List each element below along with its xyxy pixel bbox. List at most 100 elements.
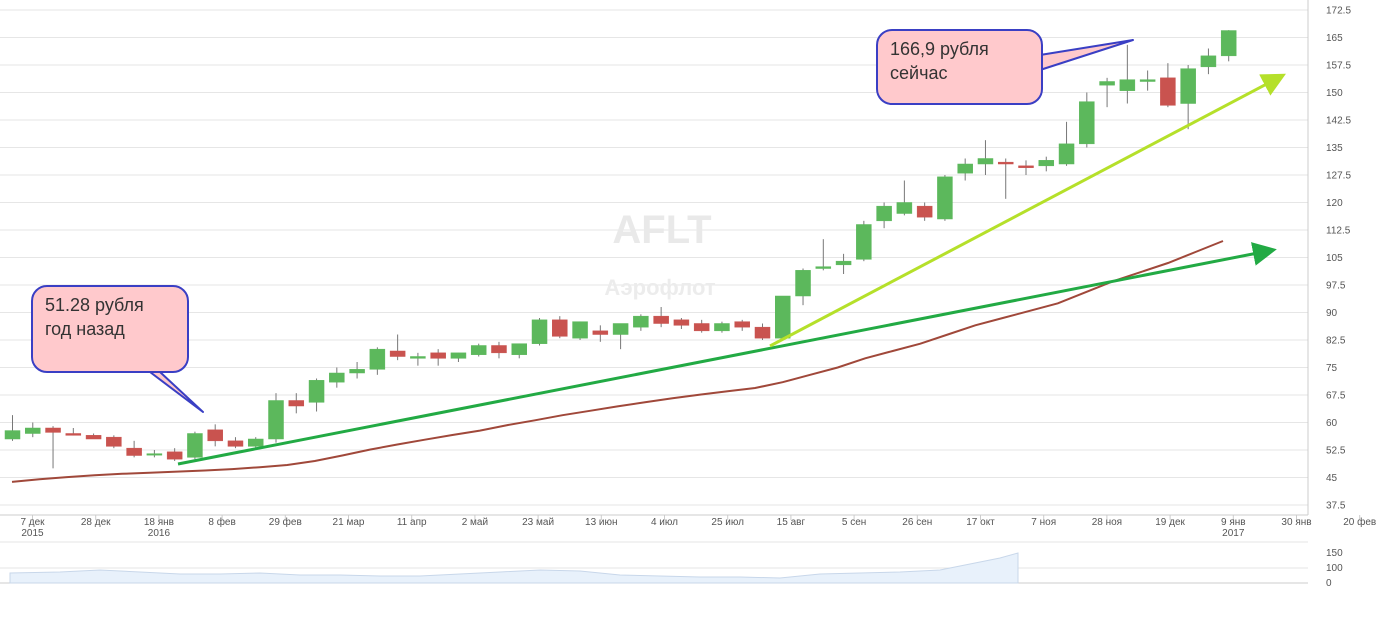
candle <box>25 422 41 438</box>
candle <box>775 295 791 340</box>
navigator-y-label: 150 <box>1326 548 1343 559</box>
candle <box>126 440 142 458</box>
candle-body <box>45 427 61 433</box>
candle-body <box>389 350 406 357</box>
trend-line-lime <box>769 73 1286 348</box>
candle-body <box>1079 101 1095 145</box>
candle-body <box>227 440 244 447</box>
candle-body <box>65 433 82 436</box>
candle <box>1180 65 1196 130</box>
candle-body <box>1119 79 1136 91</box>
candle-body <box>166 451 183 460</box>
y-tick-label: 45 <box>1326 473 1338 484</box>
candle-body <box>369 348 386 370</box>
candle-body <box>207 429 223 442</box>
candle <box>1220 30 1237 62</box>
x-tick-label: 30 янв <box>1281 517 1311 528</box>
candle <box>450 352 467 362</box>
candle <box>653 307 669 328</box>
y-tick-label: 112.5 <box>1326 226 1351 237</box>
grid-lines <box>0 0 1309 515</box>
candle-body <box>876 205 892 222</box>
candle-body <box>146 453 163 456</box>
candle-body <box>1180 68 1196 104</box>
callout-year-ago-line1: 51.28 рубля <box>45 295 144 315</box>
candle-body <box>85 435 102 440</box>
candle <box>552 316 568 339</box>
candle-body <box>491 345 507 354</box>
candle <box>997 158 1014 199</box>
x-tick-label: 25 июл <box>711 517 744 528</box>
y-tick-label: 52.5 <box>1326 446 1346 457</box>
callout-year-ago: 51.28 рубля год назад <box>31 285 189 373</box>
y-tick-label: 67.5 <box>1326 391 1346 402</box>
x-tick-label: 7 ноя <box>1031 517 1056 528</box>
candle-body <box>1038 160 1055 167</box>
candle <box>876 202 892 229</box>
candle <box>673 318 690 329</box>
y-tick-label: 60 <box>1326 418 1338 429</box>
candle-body <box>775 295 791 339</box>
x-tick-year: 2015 <box>21 528 44 539</box>
candle <box>227 437 244 449</box>
x-tick-year: 2016 <box>148 528 171 539</box>
candle <box>734 319 750 331</box>
x-tick-label: 13 июн <box>585 517 618 528</box>
candle <box>410 352 426 366</box>
candle-body <box>937 176 953 220</box>
candle <box>288 393 305 414</box>
y-tick-label: 157.5 <box>1326 61 1351 72</box>
candle-body <box>592 330 609 335</box>
candle <box>1200 48 1217 75</box>
candle-body <box>511 343 527 355</box>
y-tick-label: 75 <box>1326 363 1338 374</box>
candle-body <box>1058 143 1075 165</box>
x-tick-label: 20 фев <box>1343 516 1376 528</box>
candle <box>1079 92 1095 148</box>
candle-body <box>126 447 142 456</box>
candle-body <box>734 321 750 328</box>
candle <box>1119 44 1136 104</box>
candle-body <box>673 319 690 326</box>
candle <box>430 349 446 366</box>
navigator[interactable]: 150 100 0 <box>0 541 1343 589</box>
watermark-ticker: AFLT <box>612 208 711 252</box>
candle-body <box>187 433 203 458</box>
candle-body <box>531 319 548 344</box>
candle-body <box>247 438 264 447</box>
x-tick-label: 28 ноя <box>1092 517 1122 528</box>
watermark-company: Аэрофлот <box>604 275 715 300</box>
candle-body <box>1018 165 1034 168</box>
candle <box>835 253 852 274</box>
candle <box>1038 156 1055 172</box>
candle-body <box>815 266 832 269</box>
candle <box>572 321 588 340</box>
x-tick-label: 8 фев <box>208 516 235 528</box>
candle <box>85 433 102 440</box>
candle <box>308 378 325 412</box>
candle <box>470 343 487 357</box>
candle-body <box>835 260 852 266</box>
candle-body <box>430 352 446 359</box>
candles-layer <box>4 30 1237 469</box>
candle-body <box>633 315 649 328</box>
callout-now-line2: сейчас <box>890 63 948 83</box>
navigator-y-label: 0 <box>1326 578 1332 589</box>
candle <box>856 220 872 262</box>
y-tick-label: 37.5 <box>1326 501 1346 512</box>
candle <box>795 268 811 306</box>
x-tick-label: 29 фев <box>269 516 302 528</box>
candle-body <box>754 326 771 339</box>
y-tick-label: 165 <box>1326 33 1343 44</box>
candle-body <box>572 321 588 339</box>
candle-body <box>997 161 1014 165</box>
candle-body <box>450 352 467 359</box>
candle <box>977 140 994 175</box>
candle-body <box>957 163 973 174</box>
x-tick-label: 28 дек <box>81 517 111 528</box>
x-tick-label: 7 дек <box>20 517 45 528</box>
candle <box>592 325 609 342</box>
trend-lines <box>149 39 1286 466</box>
